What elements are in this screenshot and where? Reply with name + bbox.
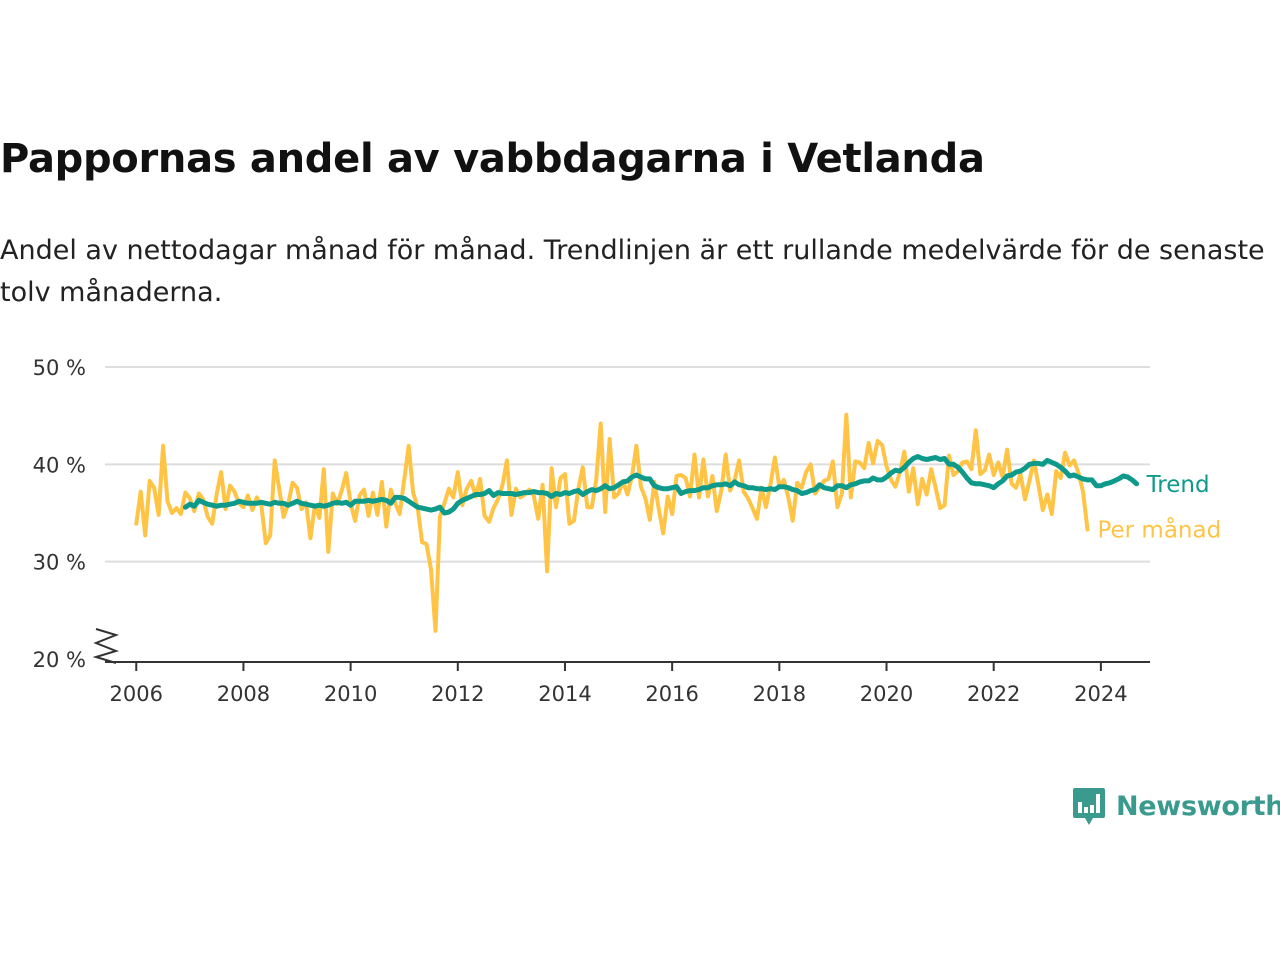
x-tick-label: 2008 xyxy=(217,682,270,706)
x-tick-label: 2016 xyxy=(645,682,698,706)
y-tick-label: 50 % xyxy=(33,356,86,380)
series-label-trend: Trend xyxy=(1146,472,1210,498)
y-axis-tick-labels: 20 % 30 % 40 % 50 % xyxy=(33,356,86,672)
brand-name: Newsworthy xyxy=(1116,790,1280,822)
axis-break-marker xyxy=(92,628,120,664)
series-labels: Trend Per månad xyxy=(1097,472,1221,544)
series-line-monthly xyxy=(134,412,1090,633)
chart-subtitle: Andel av nettodagar månad för månad. Tre… xyxy=(0,235,1265,308)
x-tick-label: 2014 xyxy=(538,682,591,706)
y-tick-label: 30 % xyxy=(33,551,86,575)
bar-chart-speech-bubble-icon xyxy=(1073,788,1105,825)
x-tick-label: 2010 xyxy=(324,682,377,706)
chart-title: Pappornas andel av vabbdagarna i Vetland… xyxy=(0,136,985,182)
series-lines xyxy=(134,412,1140,633)
x-tick-label: 2006 xyxy=(110,682,163,706)
y-tick-label: 40 % xyxy=(33,453,86,477)
brand-logo: Newsworthy xyxy=(1072,786,1280,826)
x-axis: 2006 2008 2010 2012 2014 2016 2018 2020 2022 2024 xyxy=(105,661,1150,706)
gridlines xyxy=(105,366,1150,563)
axis-break-zigzag xyxy=(92,628,120,664)
x-tick-label: 2018 xyxy=(753,682,806,706)
x-tick-label: 2022 xyxy=(967,682,1020,706)
x-tick-label: 2020 xyxy=(860,682,913,706)
series-line-trend xyxy=(182,454,1140,516)
x-tick-label: 2024 xyxy=(1074,682,1127,706)
y-tick-label: 20 % xyxy=(33,648,86,672)
series-label-monthly: Per månad xyxy=(1097,516,1221,544)
x-tick-label: 2012 xyxy=(431,682,484,706)
